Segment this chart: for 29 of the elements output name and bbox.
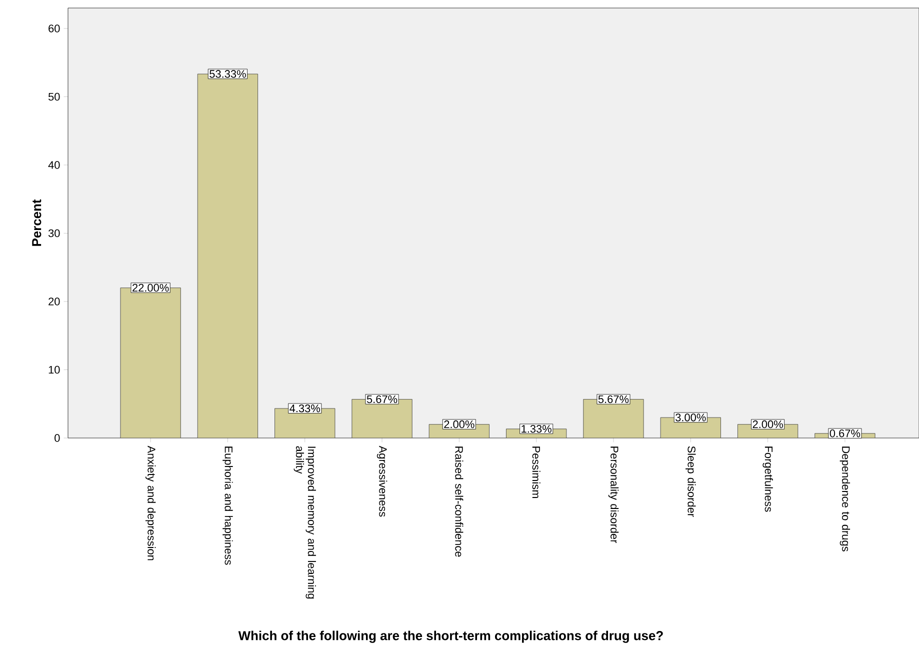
data-label: 1.33%: [522, 424, 552, 433]
x-tick-label: Personality disorder: [608, 446, 619, 544]
x-tick-label: Improved memory and learning ability: [294, 446, 316, 599]
data-label: 2.00%: [444, 420, 474, 428]
data-label: 0.67%: [830, 429, 860, 438]
y-tick-label: 10: [48, 366, 60, 374]
data-label: 5.67%: [598, 395, 629, 404]
data-label: 5.67%: [366, 395, 398, 404]
y-tick-label: 30: [48, 229, 60, 238]
x-tick-label: Forgetfulness: [762, 446, 773, 512]
data-label: 53.33%: [210, 70, 246, 78]
data-label: 4.33%: [290, 404, 320, 412]
x-tick-label: Euphoria and happiness: [222, 446, 233, 565]
y-axis-title: Percent: [32, 199, 42, 246]
x-tick-label: Sleep disorder: [686, 446, 696, 517]
x-tick-label: Pessimism: [532, 446, 540, 498]
x-tick-label: Raised self-confidence: [455, 446, 464, 557]
x-tick-label: Dependence to drugs: [840, 446, 850, 552]
y-tick-label: 20: [48, 298, 60, 306]
data-label: 3.00%: [676, 414, 706, 422]
y-tick-label: 0: [54, 434, 60, 442]
data-label: 2.00%: [752, 420, 783, 428]
x-tick-label: Anxiety and depression: [145, 446, 156, 560]
x-axis-title: Which of the following are the short-term complications of drug use?: [238, 630, 663, 643]
y-tick-label: 60: [48, 24, 60, 32]
x-tick-label: Agressiveness: [376, 446, 388, 517]
y-tick-label: 40: [48, 161, 60, 169]
y-tick-label: 50: [48, 92, 60, 101]
data-label: 22.00%: [132, 284, 169, 292]
